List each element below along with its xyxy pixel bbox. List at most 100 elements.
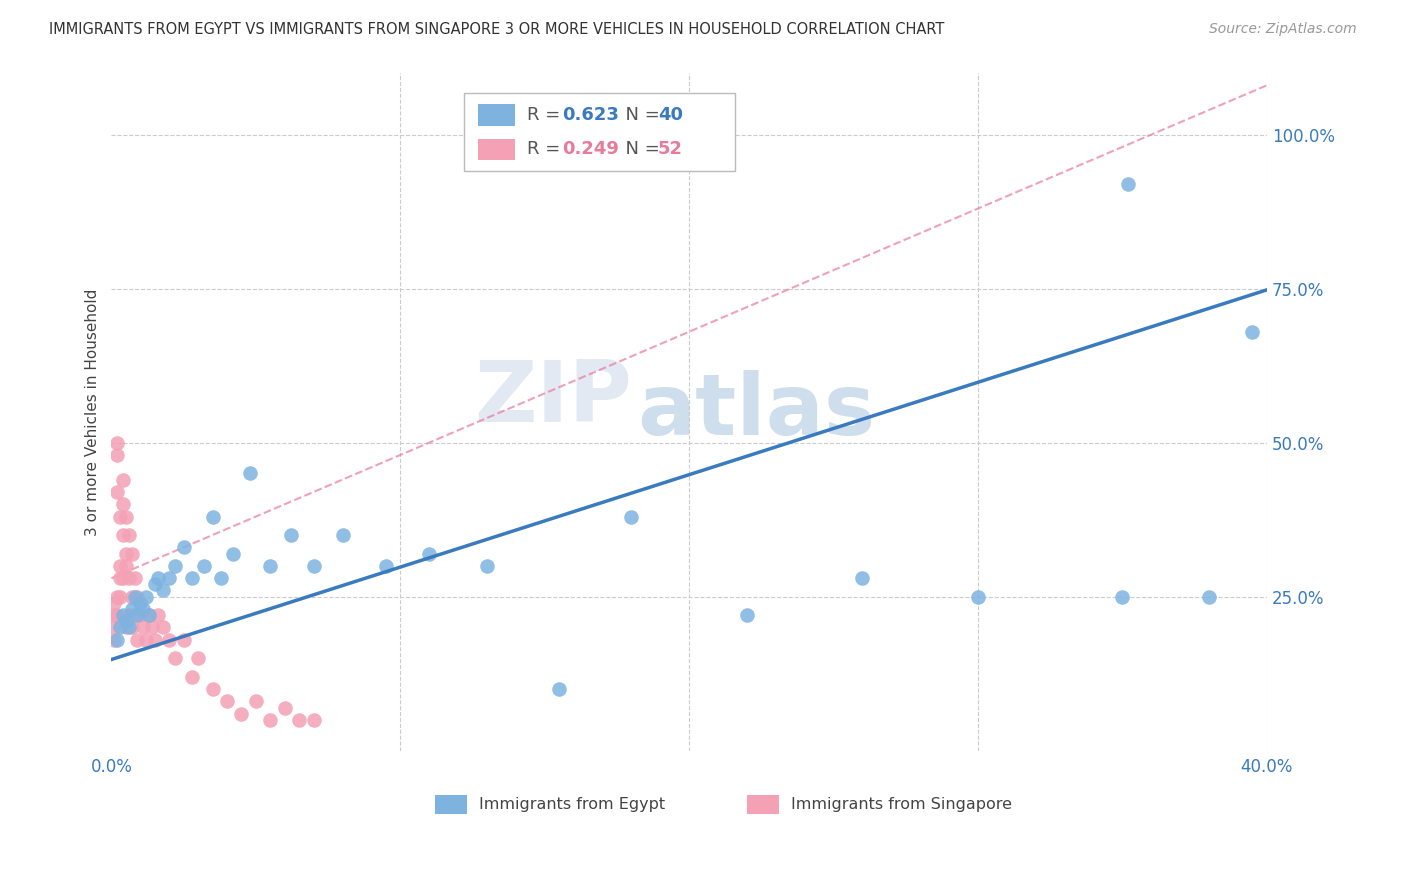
Point — [135, 632, 157, 647]
Point — [103, 620, 125, 634]
Point — [124, 590, 146, 604]
Point — [105, 590, 128, 604]
Text: R =: R = — [527, 140, 567, 159]
Text: atlas: atlas — [637, 370, 876, 453]
Point — [163, 558, 186, 573]
Point — [135, 590, 157, 604]
Point — [548, 682, 571, 697]
Text: IMMIGRANTS FROM EGYPT VS IMMIGRANTS FROM SINGAPORE 3 OR MORE VEHICLES IN HOUSEHO: IMMIGRANTS FROM EGYPT VS IMMIGRANTS FROM… — [49, 22, 945, 37]
Point — [1241, 325, 1264, 339]
Point — [332, 528, 354, 542]
Point — [115, 620, 138, 634]
Point — [215, 694, 238, 708]
Point — [118, 528, 141, 542]
Point — [115, 509, 138, 524]
Point — [209, 571, 232, 585]
Point — [181, 670, 204, 684]
Text: N =: N = — [614, 140, 665, 159]
Point — [108, 620, 131, 634]
Point — [138, 608, 160, 623]
Point — [193, 558, 215, 573]
Text: Immigrants from Singapore: Immigrants from Singapore — [790, 797, 1012, 812]
Point — [181, 571, 204, 585]
Point — [127, 608, 149, 623]
Text: Source: ZipAtlas.com: Source: ZipAtlas.com — [1209, 22, 1357, 37]
Point — [152, 620, 174, 634]
Point — [121, 547, 143, 561]
Point — [1116, 177, 1139, 191]
Point — [105, 608, 128, 623]
Point — [118, 608, 141, 623]
Point — [418, 547, 440, 561]
Point — [129, 608, 152, 623]
Point — [245, 694, 267, 708]
Point — [735, 608, 758, 623]
Point — [239, 467, 262, 481]
Point — [851, 571, 873, 585]
Point — [231, 706, 253, 721]
Point — [108, 571, 131, 585]
Point — [173, 541, 195, 555]
Point — [105, 632, 128, 647]
FancyBboxPatch shape — [478, 138, 515, 161]
Text: R =: R = — [527, 106, 567, 124]
Text: 0.623: 0.623 — [562, 106, 619, 124]
Text: 52: 52 — [658, 140, 683, 159]
Point — [157, 632, 180, 647]
Point — [173, 632, 195, 647]
Point — [111, 473, 134, 487]
Text: 40: 40 — [658, 106, 683, 124]
Text: Immigrants from Egypt: Immigrants from Egypt — [479, 797, 665, 812]
Point — [108, 558, 131, 573]
Text: 0.249: 0.249 — [562, 140, 619, 159]
Point — [146, 608, 169, 623]
Point — [127, 590, 149, 604]
Point — [103, 596, 125, 610]
Point — [121, 620, 143, 634]
FancyBboxPatch shape — [434, 795, 467, 814]
Point — [143, 577, 166, 591]
Point — [967, 590, 990, 604]
Point — [259, 558, 281, 573]
Point — [108, 590, 131, 604]
FancyBboxPatch shape — [478, 104, 515, 126]
Point — [152, 583, 174, 598]
Point — [132, 602, 155, 616]
Point — [108, 509, 131, 524]
Point — [115, 558, 138, 573]
Point — [115, 547, 138, 561]
Point — [146, 571, 169, 585]
FancyBboxPatch shape — [747, 795, 779, 814]
Point — [259, 713, 281, 727]
Point — [222, 547, 245, 561]
Point — [274, 700, 297, 714]
Point — [132, 620, 155, 634]
Point — [103, 632, 125, 647]
Point — [1198, 590, 1220, 604]
Point — [111, 571, 134, 585]
Point — [280, 528, 302, 542]
Point — [111, 608, 134, 623]
Point — [374, 558, 396, 573]
Text: N =: N = — [614, 106, 665, 124]
Point — [115, 615, 138, 629]
FancyBboxPatch shape — [464, 94, 735, 171]
Point — [620, 509, 643, 524]
Point — [288, 713, 311, 727]
Point — [157, 571, 180, 585]
Point — [124, 571, 146, 585]
Point — [103, 608, 125, 623]
Point — [302, 713, 325, 727]
Point — [187, 651, 209, 665]
Point — [118, 620, 141, 634]
Point — [124, 608, 146, 623]
Point — [141, 620, 163, 634]
Point — [302, 558, 325, 573]
Point — [129, 596, 152, 610]
Point — [121, 590, 143, 604]
Point — [143, 632, 166, 647]
Point — [127, 632, 149, 647]
Point — [138, 608, 160, 623]
Point — [111, 528, 134, 542]
Y-axis label: 3 or more Vehicles in Household: 3 or more Vehicles in Household — [86, 288, 100, 535]
